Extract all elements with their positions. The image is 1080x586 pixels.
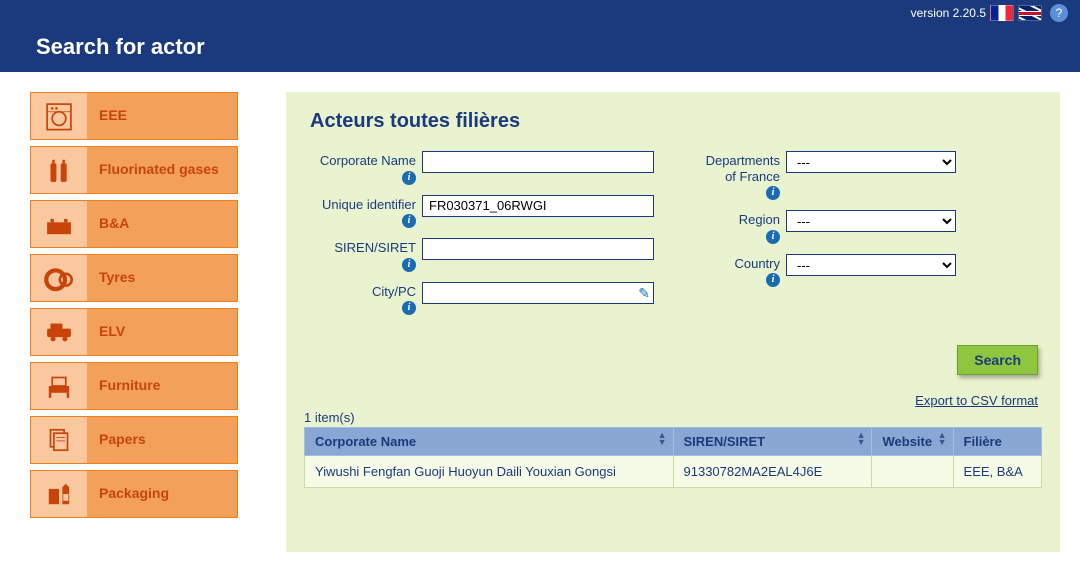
city-input[interactable] — [422, 282, 654, 304]
results-table: Corporate Name ▲▼ SIREN/SIRET ▲▼ Website… — [304, 427, 1042, 488]
table-row[interactable]: Yiwushi Fengfan Guoji Huoyun Daili Youxi… — [305, 456, 1042, 488]
cell-filiere: EEE, B&A — [953, 456, 1041, 488]
sidebar-item-label: EEE — [99, 108, 127, 123]
sidebar-item-eee[interactable]: EEE — [30, 92, 238, 140]
cell-website — [872, 456, 953, 488]
sidebar-item-tyres[interactable]: Tyres — [30, 254, 238, 302]
export-csv-link[interactable]: Export to CSV format — [304, 393, 1042, 408]
country-select[interactable]: --- — [786, 254, 956, 276]
version-label: version 2.20.5 — [911, 6, 986, 20]
region-label: Region — [739, 212, 780, 227]
flag-uk-icon[interactable] — [1018, 5, 1042, 21]
sidebar-item-papers[interactable]: Papers — [30, 416, 238, 464]
battery-icon — [31, 201, 87, 247]
search-button[interactable]: Search — [957, 345, 1038, 375]
departments-select[interactable]: --- — [786, 151, 956, 173]
info-icon[interactable]: i — [766, 273, 780, 287]
sidebar: EEE Fluorinated gases B&A Tyres ELV — [30, 92, 238, 552]
app-header: version 2.20.5 ? Search for actor — [0, 0, 1080, 72]
corporate-name-label: Corporate Name — [320, 153, 416, 168]
page-title: Search for actor — [36, 34, 205, 60]
col-website[interactable]: Website ▲▼ — [872, 428, 953, 456]
info-icon[interactable]: i — [402, 301, 416, 315]
vehicle-icon — [31, 309, 87, 355]
sort-icon: ▲▼ — [857, 432, 866, 445]
gas-cylinder-icon — [31, 147, 87, 193]
info-icon[interactable]: i — [766, 230, 780, 244]
sort-icon: ▲▼ — [658, 432, 667, 445]
info-icon[interactable]: i — [402, 258, 416, 272]
washing-machine-icon — [31, 93, 87, 139]
siren-label: SIREN/SIRET — [334, 240, 416, 255]
sidebar-item-label: Fluorinated gases — [99, 162, 219, 177]
cell-corporate-name: Yiwushi Fengfan Guoji Huoyun Daili Youxi… — [305, 456, 674, 488]
info-icon[interactable]: i — [766, 186, 780, 200]
unique-id-input[interactable] — [422, 195, 654, 217]
section-title: Acteurs toutes filières — [310, 110, 1042, 133]
region-select[interactable]: --- — [786, 210, 956, 232]
main-panel: Acteurs toutes filières Corporate Name i… — [286, 92, 1060, 552]
sidebar-item-packaging[interactable]: Packaging — [30, 470, 238, 518]
cell-siren: 91330782MA2EAL4J6E — [673, 456, 872, 488]
sidebar-item-ba[interactable]: B&A — [30, 200, 238, 248]
sidebar-item-label: Papers — [99, 432, 146, 447]
pencil-icon[interactable]: ✎ — [638, 285, 650, 302]
departments-label: Departments of France — [706, 153, 780, 184]
info-icon[interactable]: i — [402, 214, 416, 228]
flag-fr-icon[interactable] — [990, 5, 1014, 21]
result-count: 1 item(s) — [304, 410, 1042, 425]
packaging-icon — [31, 471, 87, 517]
furniture-icon — [31, 363, 87, 409]
info-icon[interactable]: i — [402, 171, 416, 185]
col-corporate-name[interactable]: Corporate Name ▲▼ — [305, 428, 674, 456]
sidebar-item-elv[interactable]: ELV — [30, 308, 238, 356]
sidebar-item-label: ELV — [99, 324, 125, 339]
search-form: Corporate Name i Unique identifier i SIR… — [304, 151, 1042, 325]
col-siren[interactable]: SIREN/SIRET ▲▼ — [673, 428, 872, 456]
corporate-name-input[interactable] — [422, 151, 654, 173]
country-label: Country — [734, 256, 780, 271]
papers-icon — [31, 417, 87, 463]
col-filiere[interactable]: Filière — [953, 428, 1041, 456]
city-label: City/PC — [372, 284, 416, 299]
help-icon[interactable]: ? — [1050, 4, 1068, 22]
sidebar-item-label: Furniture — [99, 378, 160, 393]
sidebar-item-furniture[interactable]: Furniture — [30, 362, 238, 410]
sidebar-item-fluorinated[interactable]: Fluorinated gases — [30, 146, 238, 194]
sidebar-item-label: Tyres — [99, 270, 135, 285]
sort-icon: ▲▼ — [938, 432, 947, 445]
unique-id-label: Unique identifier — [322, 197, 416, 212]
sidebar-item-label: Packaging — [99, 486, 169, 501]
siren-input[interactable] — [422, 238, 654, 260]
sidebar-item-label: B&A — [99, 216, 129, 231]
tyre-icon — [31, 255, 87, 301]
